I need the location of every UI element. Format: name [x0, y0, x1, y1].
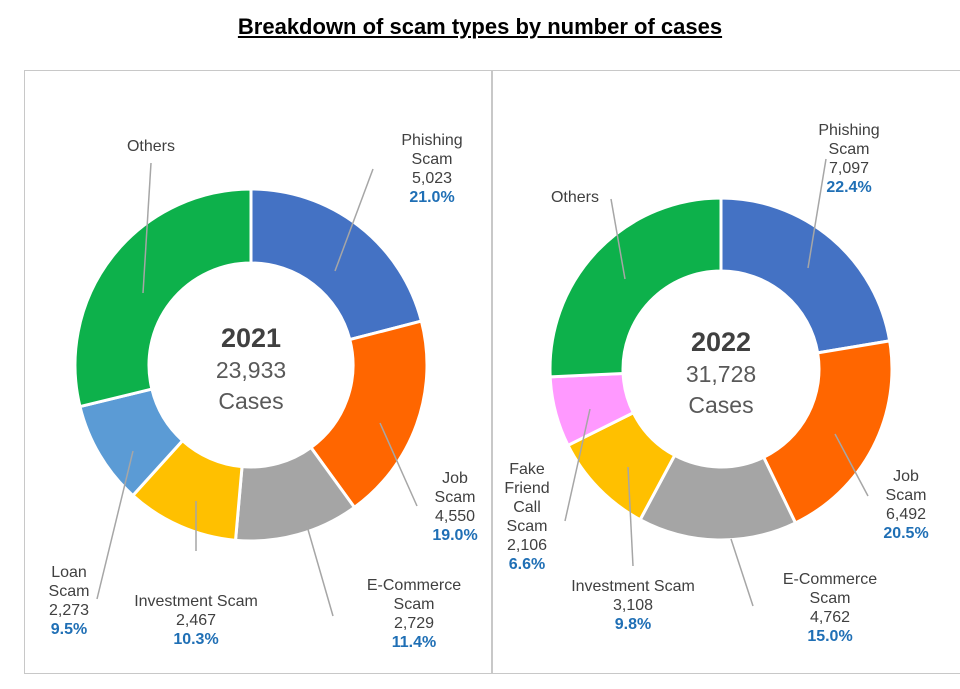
slice-label-loan-scam: Loan Scam	[49, 564, 90, 600]
leader-line-e-commerce-scam	[730, 538, 754, 607]
chart-panel-2022: Phishing Scam 7,097 22.4% Job Scam 6,492 20.5% E…	[492, 70, 960, 674]
slice-value-fake-friend-call-scam: 2,106	[507, 537, 547, 554]
slice-value-e-commerce-scam: 4,762	[810, 609, 850, 626]
slice-label-phishing-scam: Phishing Scam	[401, 132, 462, 168]
slice-percent-e-commerce-scam: 11.4%	[392, 634, 436, 651]
center-unit: Cases	[218, 388, 283, 414]
center-year: 2022	[691, 327, 751, 357]
donut-chart-2021: Phishing Scam 5,023 21.0% Job Scam 4,550 19.0% E…	[49, 132, 478, 651]
slice-label-e-commerce-scam: E-Commerce Scam	[367, 577, 461, 613]
slice-label-investment-scam: Investment Scam	[134, 593, 258, 610]
slice-label-fake-friend-call-scam: Fake Friend Call Scam	[504, 461, 549, 535]
leader-line-e-commerce-scam	[306, 525, 334, 617]
slice-value-job-scam: 4,550	[435, 508, 475, 525]
slice-others	[548, 196, 723, 379]
slice-phishing-scam	[719, 196, 892, 355]
slice-label-investment-scam: Investment Scam	[571, 578, 695, 595]
leader-line-investment-scam	[627, 466, 634, 567]
slice-label-others: Others	[551, 189, 599, 206]
slice-percent-job-scam: 19.0%	[432, 527, 477, 544]
center-total: 23,933	[216, 357, 286, 383]
slice-label-job-scam: Job Scam	[886, 468, 927, 504]
slice-value-investment-scam: 2,467	[176, 612, 216, 629]
leader-line-others	[610, 198, 626, 280]
donut-chart-2022: Phishing Scam 7,097 22.4% Job Scam 6,492 20.5% E…	[504, 122, 928, 645]
slice-label-others: Others	[127, 138, 175, 155]
leader-line-job-scam	[834, 433, 869, 497]
slice-percent-phishing-scam: 22.4%	[826, 179, 871, 196]
slice-percent-investment-scam: 9.8%	[615, 616, 651, 633]
slice-value-loan-scam: 2,273	[49, 602, 89, 619]
slice-percent-fake-friend-call-scam: 6.6%	[509, 556, 545, 573]
center-total: 31,728	[686, 361, 756, 387]
slice-job-scam	[761, 339, 894, 525]
slice-phishing-scam	[249, 187, 424, 342]
slice-job-scam	[308, 319, 429, 510]
slice-value-phishing-scam: 5,023	[412, 170, 452, 187]
slice-value-e-commerce-scam: 2,729	[394, 615, 434, 632]
leader-line-fake-friend-call-scam	[564, 408, 591, 522]
slice-percent-job-scam: 20.5%	[883, 525, 928, 542]
leader-line-phishing-scam	[334, 168, 374, 272]
slice-label-e-commerce-scam: E-Commerce Scam	[783, 571, 877, 607]
slice-others	[73, 187, 253, 409]
slice-label-job-scam: Job Scam	[435, 470, 476, 506]
slice-label-phishing-scam: Phishing Scam	[818, 122, 879, 158]
center-year: 2021	[221, 323, 281, 353]
slice-percent-investment-scam: 10.3%	[173, 631, 218, 648]
leader-line-phishing-scam	[807, 158, 827, 269]
chart-title: Breakdown of scam types by number of cas…	[237, 14, 723, 39]
slice-percent-phishing-scam: 21.0%	[409, 189, 454, 206]
chart-panel-2021: Phishing Scam 5,023 21.0% Job Scam 4,550 19.0% E…	[24, 70, 492, 674]
center-unit: Cases	[688, 392, 753, 418]
slice-percent-loan-scam: 9.5%	[51, 621, 87, 638]
leader-line-job-scam	[379, 422, 418, 507]
slice-percent-e-commerce-scam: 15.0%	[807, 628, 852, 645]
slice-value-investment-scam: 3,108	[613, 597, 653, 614]
slice-value-phishing-scam: 7,097	[829, 160, 869, 177]
leader-line-others	[142, 162, 152, 294]
leader-line-loan-scam	[96, 450, 134, 600]
slice-value-job-scam: 6,492	[886, 506, 926, 523]
